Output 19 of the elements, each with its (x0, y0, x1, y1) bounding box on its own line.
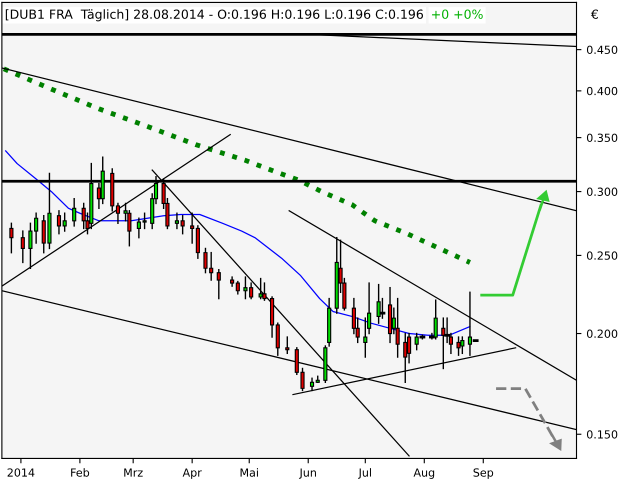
x-tick-label: Mrz (124, 468, 143, 477)
y-tick-label: 0.400 (586, 86, 618, 96)
y-tick-label: 0.250 (586, 251, 618, 260)
annotation: +0 +0% (432, 9, 483, 19)
text: [DUB1 FRA Täglich] 28.08.2014 - O:0.196 H:0.196 L:0.196 C:0.196 (6, 9, 424, 22)
y-tick-label: 0.150 (586, 430, 618, 439)
x-tick-label: Jun (298, 468, 316, 479)
x-tick-label: Aug (414, 468, 434, 479)
y-tick-label: 0.200 (586, 330, 618, 338)
x-tick-label: Apr (182, 468, 202, 479)
x-tick-label: Sep (474, 468, 494, 479)
y-axis-title: € (590, 9, 598, 19)
y-tick-label: 0.350 (586, 134, 618, 142)
y-tick-label: 0.300 (586, 188, 618, 196)
x-tick-label: 2014 (8, 468, 34, 477)
x-tick-label: Jul (358, 468, 371, 479)
x-tick-label: Mai (240, 468, 258, 477)
y-tick-label: 0.450 (586, 46, 618, 54)
x-tick-label: Feb (71, 468, 90, 477)
